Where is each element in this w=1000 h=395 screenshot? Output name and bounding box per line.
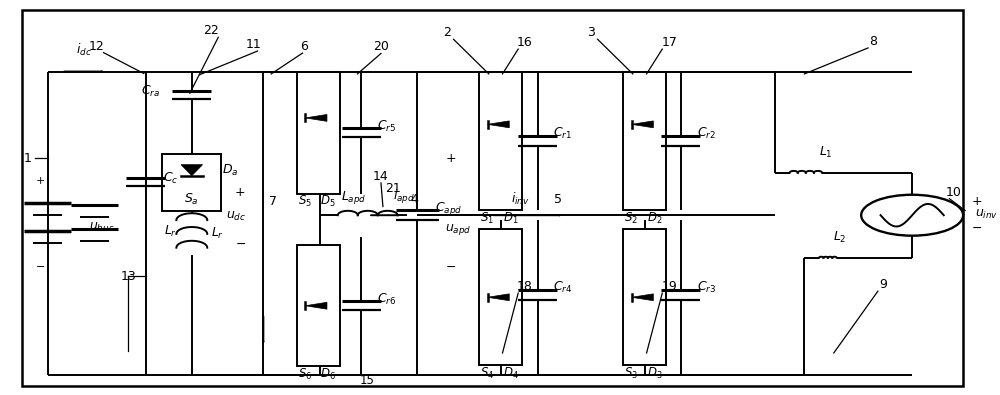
- Text: 11: 11: [246, 38, 261, 51]
- Text: 16: 16: [517, 36, 533, 49]
- Text: 13: 13: [120, 270, 136, 283]
- Text: 9: 9: [879, 278, 887, 291]
- Text: $D_4$: $D_4$: [503, 366, 519, 381]
- Text: 20: 20: [373, 40, 389, 53]
- Polygon shape: [305, 302, 327, 309]
- Text: 6: 6: [301, 40, 308, 53]
- Text: $\boldsymbol{i_{dc}}$: $\boldsymbol{i_{dc}}$: [76, 42, 92, 58]
- Text: $L_r$: $L_r$: [211, 226, 224, 241]
- Bar: [479, 71, 522, 211]
- Polygon shape: [488, 294, 509, 301]
- Text: $L_r$: $L_r$: [164, 224, 177, 239]
- Text: $S_6$: $S_6$: [298, 367, 312, 382]
- Text: 1: 1: [23, 152, 31, 165]
- Polygon shape: [632, 121, 653, 128]
- Polygon shape: [488, 121, 509, 128]
- Text: 7: 7: [269, 196, 277, 209]
- Text: $D_5$: $D_5$: [320, 194, 336, 209]
- Bar: [623, 229, 666, 365]
- Text: $+$: $+$: [445, 152, 456, 165]
- Text: $-$: $-$: [35, 260, 45, 271]
- Text: $L_2$: $L_2$: [833, 230, 847, 245]
- Text: $S_3$: $S_3$: [624, 366, 638, 381]
- Text: $-$: $-$: [971, 221, 982, 234]
- Text: $C_{r5}$: $C_{r5}$: [377, 118, 396, 134]
- Text: 22: 22: [204, 24, 219, 37]
- Text: 18: 18: [517, 280, 533, 293]
- Bar: [162, 154, 221, 211]
- Polygon shape: [632, 294, 653, 301]
- Text: $\boldsymbol{i_{inv}}$: $\boldsymbol{i_{inv}}$: [511, 191, 530, 207]
- Text: 14: 14: [373, 170, 389, 183]
- Text: 15: 15: [359, 374, 374, 387]
- Text: 12: 12: [89, 40, 105, 53]
- Text: $\boldsymbol{u_{apd}}$: $\boldsymbol{u_{apd}}$: [445, 222, 471, 237]
- Text: $\boldsymbol{u_{bus}}$: $\boldsymbol{u_{bus}}$: [89, 220, 114, 233]
- Text: 5: 5: [554, 194, 562, 207]
- Text: 10: 10: [945, 186, 961, 199]
- Text: $-$: $-$: [235, 237, 246, 250]
- Text: $S_1$: $S_1$: [480, 211, 494, 226]
- Text: $C_{r2}$: $C_{r2}$: [697, 126, 715, 141]
- Text: $+$: $+$: [971, 196, 982, 209]
- Text: $\boldsymbol{u_{inv}}$: $\boldsymbol{u_{inv}}$: [975, 208, 998, 221]
- Text: $C_{apd}$: $C_{apd}$: [435, 199, 462, 216]
- Text: $C_{ra}$: $C_{ra}$: [141, 84, 160, 99]
- Bar: [297, 245, 340, 366]
- Text: $D_a$: $D_a$: [222, 163, 239, 178]
- Text: 17: 17: [661, 36, 677, 49]
- Text: 19: 19: [661, 280, 677, 293]
- Bar: [479, 229, 522, 365]
- Text: $D_2$: $D_2$: [647, 211, 662, 226]
- Text: $S_4$: $S_4$: [480, 366, 494, 381]
- Text: $\boldsymbol{i_{apd}}$: $\boldsymbol{i_{apd}}$: [393, 188, 415, 206]
- Text: $D_6$: $D_6$: [320, 367, 336, 382]
- Text: 3: 3: [587, 26, 595, 39]
- Text: $S_a$: $S_a$: [184, 192, 199, 207]
- Polygon shape: [305, 115, 327, 121]
- Text: $-$: $-$: [445, 260, 456, 273]
- Text: $L_{apd}$: $L_{apd}$: [341, 189, 367, 206]
- Text: $C_c$: $C_c$: [163, 171, 179, 186]
- Text: $+$: $+$: [35, 175, 45, 186]
- Text: $D_1$: $D_1$: [503, 211, 518, 226]
- Text: $C_{r3}$: $C_{r3}$: [697, 280, 716, 295]
- Text: $\boldsymbol{u_{dc}}$: $\boldsymbol{u_{dc}}$: [226, 210, 246, 223]
- Text: 2: 2: [443, 26, 451, 39]
- Text: 4: 4: [410, 194, 418, 207]
- Polygon shape: [181, 165, 203, 176]
- Bar: [623, 71, 666, 211]
- Text: $C_{r6}$: $C_{r6}$: [377, 292, 396, 307]
- Bar: [297, 71, 340, 194]
- Text: $S_2$: $S_2$: [624, 211, 638, 226]
- Text: $S_5$: $S_5$: [298, 194, 312, 209]
- Text: $C_{r1}$: $C_{r1}$: [553, 126, 573, 141]
- Text: $+$: $+$: [234, 186, 246, 199]
- Text: 8: 8: [869, 35, 877, 48]
- Text: $L_1$: $L_1$: [819, 145, 832, 160]
- Text: $C_{r4}$: $C_{r4}$: [553, 280, 573, 295]
- Text: 21: 21: [385, 182, 401, 195]
- Text: $D_3$: $D_3$: [647, 366, 662, 381]
